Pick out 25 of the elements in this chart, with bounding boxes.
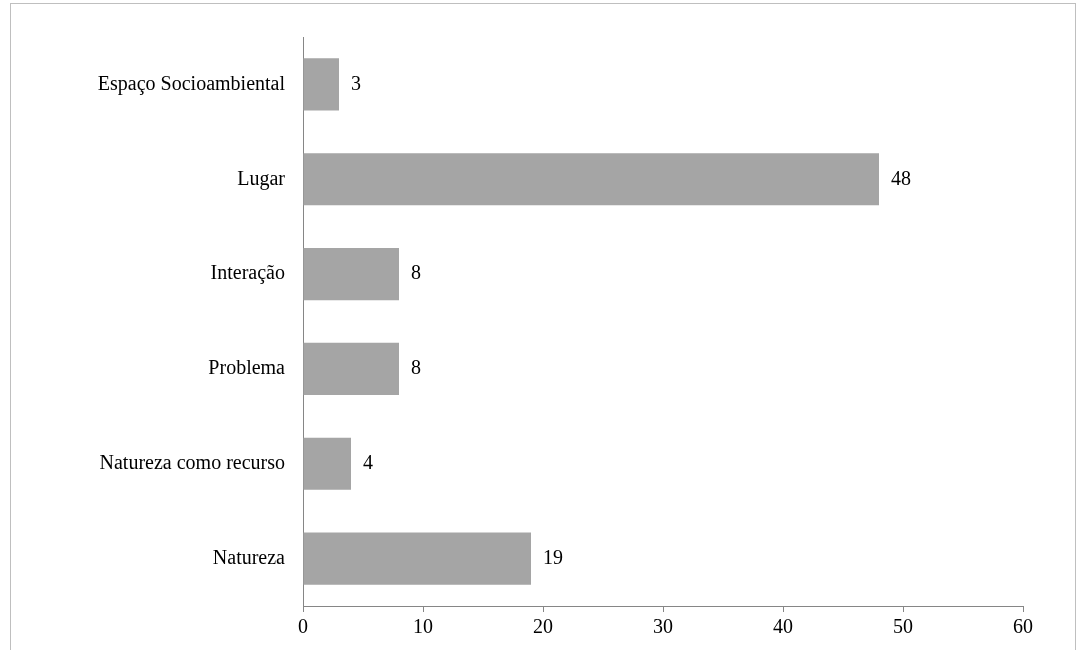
bar bbox=[303, 248, 399, 301]
y-tick-label: Lugar bbox=[237, 166, 286, 190]
x-tick-label: 50 bbox=[893, 615, 913, 638]
bar bbox=[303, 437, 351, 490]
x-tick-label: 40 bbox=[773, 615, 793, 638]
y-tick-label: Natureza como recurso bbox=[99, 451, 285, 473]
data-label: 8 bbox=[411, 261, 421, 284]
y-tick-label: Espaço Socioambiental bbox=[97, 71, 286, 95]
data-label: 8 bbox=[411, 356, 421, 379]
data-label: 3 bbox=[351, 71, 361, 94]
x-tick-label: 60 bbox=[1013, 615, 1033, 638]
bar bbox=[303, 342, 399, 395]
bar bbox=[303, 58, 339, 111]
data-label: 48 bbox=[891, 166, 911, 189]
y-tick-label: Natureza bbox=[212, 545, 286, 568]
x-tick-label: 10 bbox=[413, 615, 433, 638]
data-label: 4 bbox=[363, 451, 373, 473]
x-tick-label: 30 bbox=[653, 615, 673, 638]
bar bbox=[303, 153, 879, 206]
bar bbox=[303, 532, 531, 585]
x-tick-label: 20 bbox=[533, 615, 553, 638]
y-tick-label: Interação bbox=[210, 261, 285, 285]
y-tick-label: Problema bbox=[208, 356, 286, 379]
data-label: 19 bbox=[543, 545, 563, 568]
x-tick-label: 0 bbox=[298, 615, 308, 638]
